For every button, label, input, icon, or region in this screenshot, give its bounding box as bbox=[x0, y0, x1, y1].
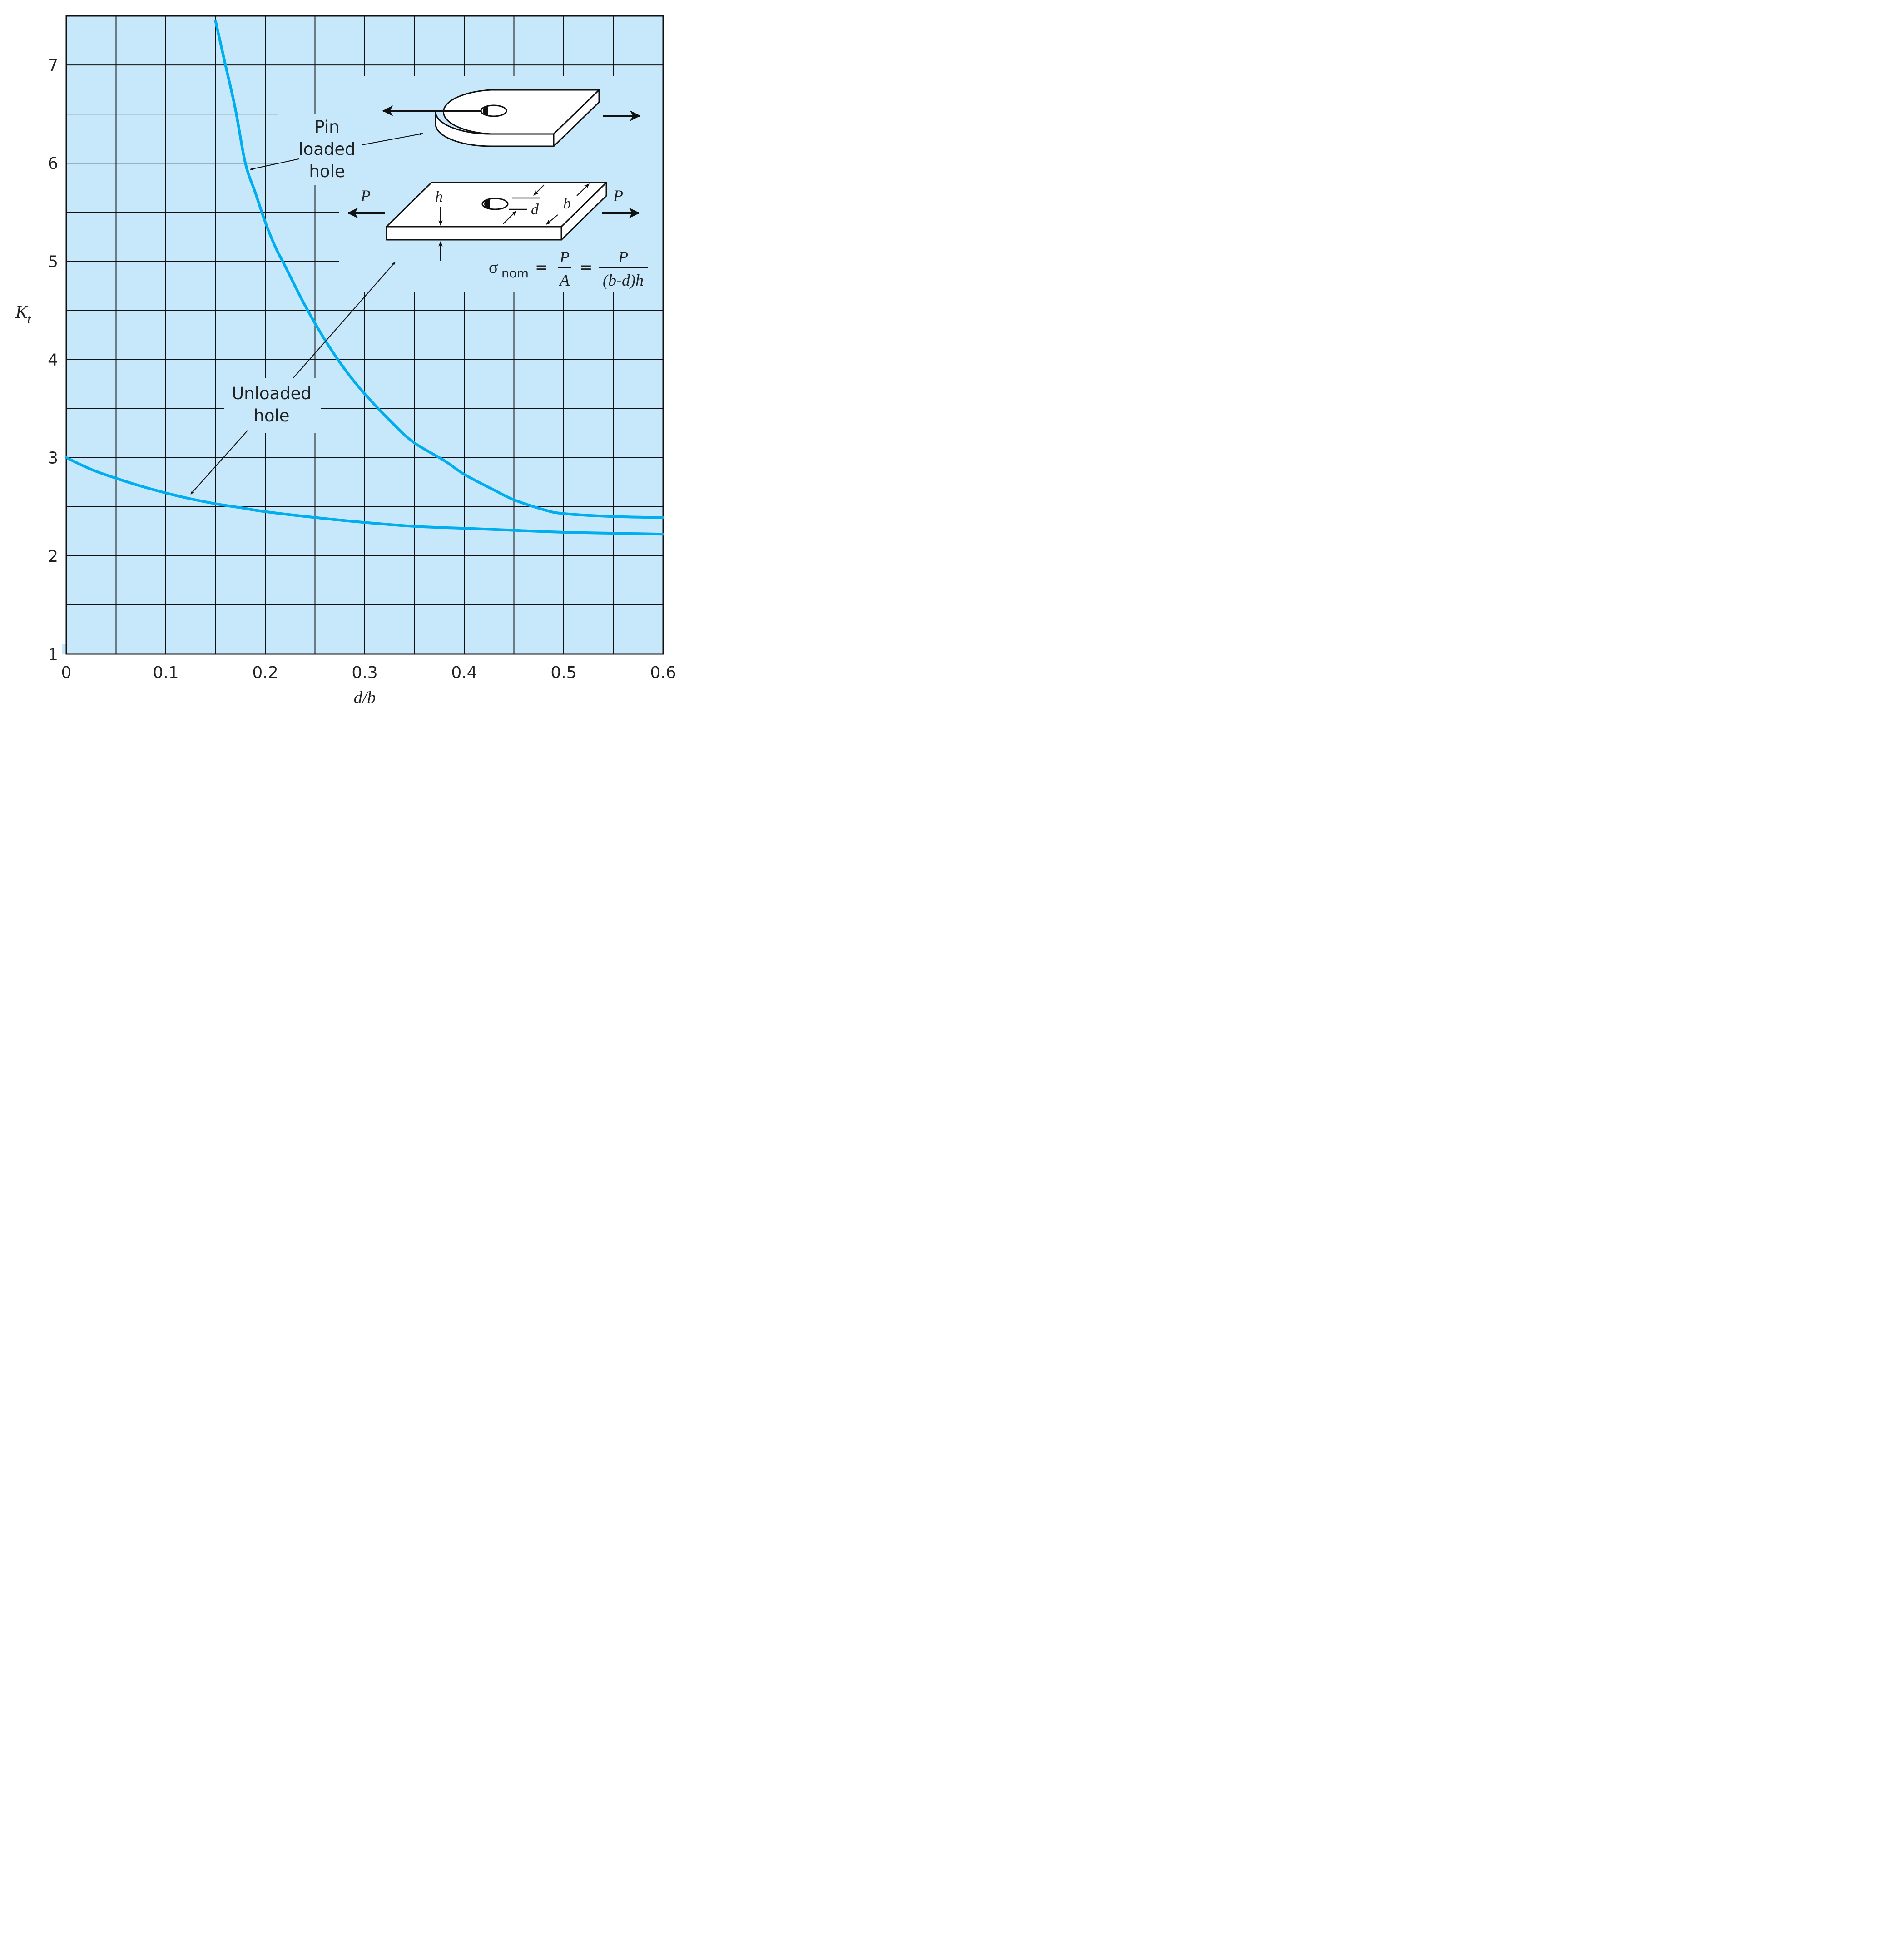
svg-text:K: K bbox=[15, 302, 29, 322]
h-dim-label: h bbox=[435, 188, 443, 205]
y-tick-label: 5 bbox=[48, 253, 58, 271]
x-axis-label: d/b bbox=[354, 688, 376, 707]
d-dim-label: d bbox=[531, 201, 539, 218]
pin-loaded-lug-drawing bbox=[382, 89, 641, 147]
nominal-stress-formula: σ nom = P A = P (b-d)h bbox=[489, 248, 648, 289]
formula-equals-2: = bbox=[580, 258, 593, 277]
x-tick-label: 0.5 bbox=[550, 664, 576, 682]
formula-den-1: A bbox=[559, 271, 570, 289]
y-tick-label: 1 bbox=[48, 645, 58, 664]
unloaded-label-line-2: hole bbox=[253, 406, 289, 426]
pin-leader-to-curve bbox=[250, 158, 299, 170]
y-tick-label: 7 bbox=[48, 56, 58, 75]
pin-loaded-annotation: Pin loaded hole bbox=[250, 117, 423, 181]
unloaded-hole-curve bbox=[65, 456, 664, 536]
unloaded-label-line-1: Unloaded bbox=[232, 384, 312, 403]
x-tick-label: 0.4 bbox=[451, 664, 477, 682]
formula-num-2: P bbox=[618, 248, 628, 266]
plate-front-face bbox=[386, 226, 562, 241]
formula-den-2: (b-d)h bbox=[603, 271, 644, 289]
formula-subscript: nom bbox=[501, 267, 529, 281]
pin-label-line-1: Pin bbox=[314, 117, 339, 137]
x-tick-label: 0.6 bbox=[650, 664, 676, 682]
pin-label-line-3: hole bbox=[309, 162, 345, 181]
x-tick-label: 0 bbox=[61, 664, 72, 682]
y-tick-label: 3 bbox=[48, 449, 58, 468]
formula-sigma: σ bbox=[489, 258, 498, 277]
mask-unloaded-label bbox=[224, 378, 321, 433]
x-tick-label: 0.2 bbox=[252, 664, 278, 682]
unloaded-leader-to-curve bbox=[190, 430, 248, 495]
unloaded-annotation: Unloaded hole bbox=[190, 262, 396, 495]
y-axis-label: K t bbox=[15, 302, 31, 327]
b-dim-label: b bbox=[563, 195, 571, 212]
b-dim-arrow-top bbox=[576, 183, 590, 196]
x-tick-label: 0.1 bbox=[153, 664, 178, 682]
d-dim-arrow-top bbox=[533, 184, 545, 196]
b-dim-arrow-bottom bbox=[546, 214, 558, 225]
svg-text:t: t bbox=[27, 312, 31, 327]
chart: 0 0.1 0.2 0.3 0.4 0.5 0.6 1 2 3 4 5 6 7 d/b K t Pin … bbox=[15, 15, 676, 707]
pin-label-line-2: loaded bbox=[298, 139, 355, 159]
lug-pin bbox=[483, 106, 488, 116]
x-axis-ticks: 0 0.1 0.2 0.3 0.4 0.5 0.6 bbox=[61, 664, 676, 682]
y-tick-label: 4 bbox=[48, 351, 58, 370]
unloaded-leader-to-inset bbox=[293, 262, 396, 379]
y-axis-ticks: 1 2 3 4 5 6 7 bbox=[48, 56, 58, 664]
d-dim-arrow-bottom bbox=[503, 211, 516, 224]
x-tick-label: 0.3 bbox=[352, 664, 377, 682]
pin-leader-to-inset bbox=[362, 132, 423, 145]
plot-frame bbox=[65, 15, 664, 655]
unloaded-plate-drawing: d b h P P bbox=[347, 182, 640, 261]
plate-hole-shade bbox=[484, 199, 490, 209]
formula-num-1: P bbox=[559, 248, 570, 266]
formula-equals-1: = bbox=[535, 258, 548, 277]
load-label-left: P bbox=[360, 187, 371, 205]
y-tick-label: 2 bbox=[48, 547, 58, 566]
lug-top-face bbox=[442, 89, 600, 135]
pin-loaded-hole-curve bbox=[214, 19, 664, 519]
y-tick-label: 6 bbox=[48, 154, 58, 173]
load-label-right: P bbox=[613, 187, 623, 205]
